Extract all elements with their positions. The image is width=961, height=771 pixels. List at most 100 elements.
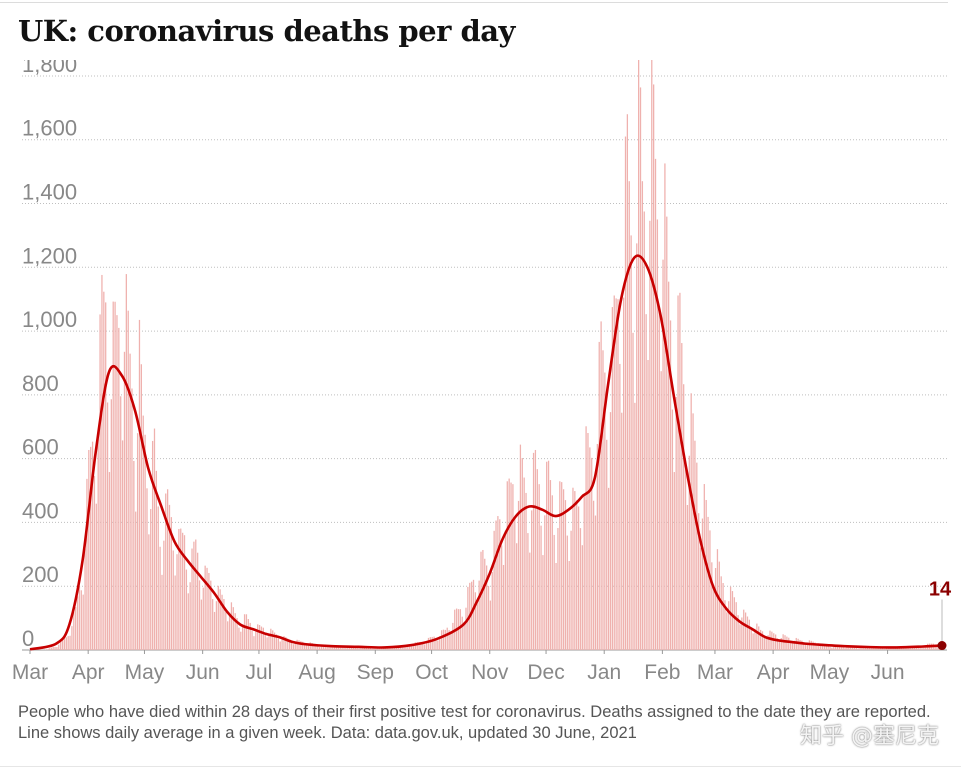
- bar: [452, 622, 454, 650]
- y-tick-label: 0: [22, 626, 34, 651]
- bar: [204, 565, 206, 650]
- bar: [752, 633, 754, 650]
- bar: [302, 641, 304, 650]
- bar: [617, 299, 619, 650]
- bar: [242, 624, 244, 650]
- bar: [46, 649, 49, 650]
- bar: [223, 598, 225, 650]
- bar: [78, 586, 81, 650]
- bar: [262, 627, 264, 650]
- bar: [86, 478, 88, 650]
- bar: [653, 84, 655, 651]
- bar: [538, 484, 540, 650]
- bar: [821, 643, 824, 650]
- bar: [866, 647, 869, 650]
- bar: [80, 590, 82, 650]
- bar: [739, 624, 741, 650]
- bar: [300, 641, 302, 650]
- bar: [202, 587, 204, 650]
- bar: [501, 545, 503, 650]
- bar: [619, 363, 621, 650]
- bar: [420, 641, 422, 650]
- bar: [240, 631, 242, 650]
- bar: [669, 320, 672, 650]
- bar: [392, 647, 394, 650]
- bar: [559, 481, 561, 650]
- bar: [911, 647, 914, 650]
- bar: [407, 644, 409, 650]
- bar: [97, 438, 99, 650]
- bar: [364, 647, 366, 650]
- y-tick-label: 800: [22, 371, 59, 396]
- bar: [174, 575, 176, 650]
- bar: [200, 599, 203, 650]
- bar: [433, 636, 435, 650]
- bar: [73, 611, 75, 650]
- bar: [611, 307, 614, 650]
- bar: [758, 626, 760, 650]
- bar: [504, 530, 507, 650]
- bar: [523, 477, 525, 650]
- bar: [776, 638, 779, 650]
- bar: [198, 580, 201, 650]
- bar: [245, 614, 248, 650]
- bar: [197, 552, 199, 650]
- bar: [883, 648, 886, 650]
- bar: [478, 580, 480, 650]
- bar: [296, 639, 298, 650]
- bar: [720, 576, 722, 650]
- bar: [247, 619, 249, 650]
- bar: [76, 596, 79, 650]
- bar: [82, 594, 84, 650]
- bar: [525, 492, 527, 650]
- bar: [440, 630, 443, 650]
- bar: [93, 475, 96, 650]
- bar: [681, 343, 683, 650]
- bar: [395, 647, 398, 650]
- bar: [91, 441, 94, 650]
- bar: [542, 555, 544, 650]
- bar: [568, 561, 570, 650]
- bar: [812, 641, 814, 650]
- bar: [71, 626, 73, 650]
- bar: [647, 359, 649, 650]
- bar: [516, 543, 518, 650]
- bar: [427, 637, 430, 650]
- bar: [600, 321, 602, 650]
- bar: [512, 484, 514, 650]
- bar: [166, 489, 169, 650]
- bar: [159, 546, 161, 650]
- bar: [774, 634, 777, 650]
- bar: [486, 565, 488, 650]
- bar: [645, 314, 647, 650]
- bar: [230, 602, 233, 650]
- bar: [805, 644, 807, 650]
- bar: [851, 647, 854, 650]
- x-tick-label: May: [125, 661, 165, 684]
- bar: [482, 549, 484, 650]
- bar: [793, 640, 796, 650]
- bar: [583, 495, 585, 650]
- bar: [898, 647, 901, 650]
- bar: [546, 461, 548, 650]
- bar: [527, 533, 529, 650]
- bar: [388, 647, 390, 650]
- bar: [65, 637, 67, 650]
- bar: [636, 243, 638, 651]
- annotation: 14: [929, 579, 952, 651]
- bar: [838, 646, 841, 650]
- bar: [153, 428, 156, 650]
- bar: [728, 601, 730, 650]
- bar: [737, 615, 739, 650]
- bar: [829, 647, 831, 650]
- bar: [754, 628, 756, 650]
- bar: [343, 647, 345, 650]
- bar: [906, 647, 908, 650]
- bar: [470, 581, 473, 650]
- bar: [155, 470, 158, 650]
- bar: [315, 644, 317, 650]
- bar: [217, 585, 219, 650]
- bar: [352, 646, 355, 650]
- bar: [332, 647, 334, 650]
- bar: [112, 301, 114, 650]
